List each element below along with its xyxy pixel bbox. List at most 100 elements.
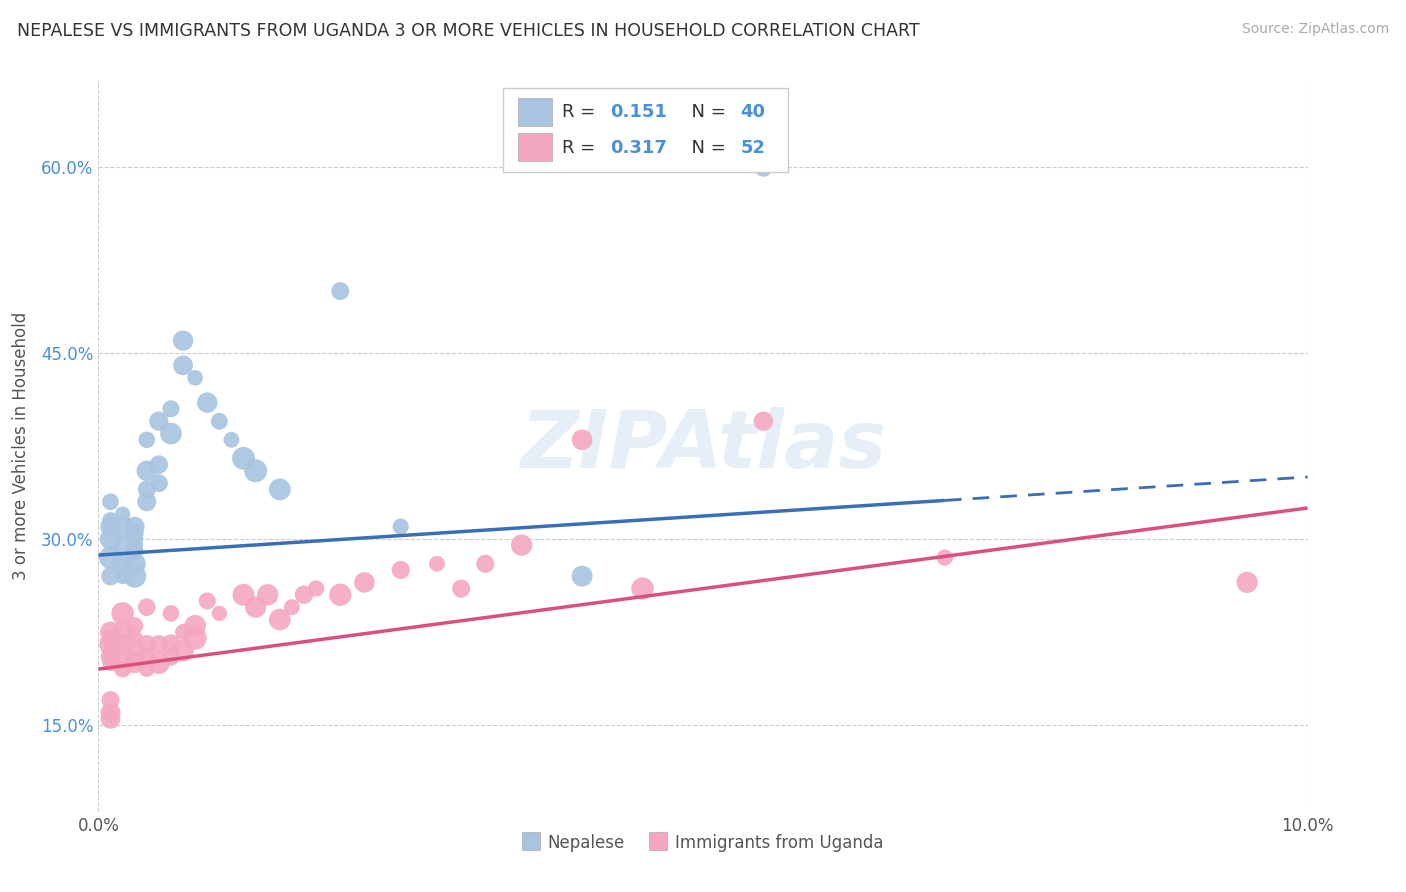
Point: [124, 643, 146, 657]
Point: [329, 588, 352, 602]
Point: [124, 569, 146, 583]
Point: [281, 600, 304, 615]
Point: [135, 600, 157, 615]
Point: [184, 619, 207, 633]
Point: [172, 624, 194, 639]
Point: [124, 538, 146, 552]
Point: [124, 557, 146, 571]
Text: 40: 40: [741, 103, 765, 120]
Point: [1236, 575, 1258, 590]
Point: [100, 631, 122, 645]
Point: [195, 594, 218, 608]
Point: [111, 607, 134, 621]
Point: [100, 550, 122, 565]
Point: [111, 649, 134, 664]
Point: [571, 433, 593, 447]
Point: [292, 588, 315, 602]
Point: [631, 582, 654, 596]
Y-axis label: 3 or more Vehicles in Household: 3 or more Vehicles in Household: [11, 312, 30, 580]
Point: [148, 458, 170, 472]
Point: [124, 544, 146, 558]
Point: [100, 637, 122, 651]
Text: 0.317: 0.317: [610, 139, 666, 157]
Point: [172, 334, 194, 348]
Point: [100, 495, 122, 509]
Point: [111, 507, 134, 521]
Point: [450, 582, 472, 596]
Point: [353, 575, 375, 590]
Point: [426, 557, 449, 571]
Point: [124, 656, 146, 670]
Point: [172, 643, 194, 657]
Point: [232, 451, 254, 466]
Point: [135, 483, 157, 497]
Point: [305, 582, 328, 596]
Text: N =: N =: [681, 103, 731, 120]
Point: [245, 600, 267, 615]
Point: [245, 464, 267, 478]
Text: 52: 52: [741, 139, 765, 157]
FancyBboxPatch shape: [517, 133, 553, 161]
Point: [208, 414, 231, 428]
Text: NEPALESE VS IMMIGRANTS FROM UGANDA 3 OR MORE VEHICLES IN HOUSEHOLD CORRELATION C: NEPALESE VS IMMIGRANTS FROM UGANDA 3 OR …: [17, 22, 920, 40]
Point: [184, 631, 207, 645]
Point: [111, 538, 134, 552]
Point: [269, 483, 291, 497]
Point: [135, 495, 157, 509]
Point: [148, 637, 170, 651]
Point: [100, 656, 122, 670]
Point: [160, 426, 183, 441]
Point: [135, 637, 157, 651]
Point: [124, 631, 146, 645]
FancyBboxPatch shape: [517, 98, 553, 126]
Point: [208, 607, 231, 621]
Point: [100, 513, 122, 527]
Point: [100, 649, 122, 664]
Point: [148, 476, 170, 491]
Point: [111, 557, 134, 571]
Point: [256, 588, 278, 602]
Point: [329, 284, 352, 298]
Legend: Nepalese, Immigrants from Uganda: Nepalese, Immigrants from Uganda: [516, 827, 890, 858]
Point: [571, 569, 593, 583]
Point: [124, 525, 146, 540]
Text: N =: N =: [681, 139, 731, 157]
Point: [232, 588, 254, 602]
Point: [172, 359, 194, 373]
Point: [160, 607, 183, 621]
Text: ZIPAtlas: ZIPAtlas: [520, 407, 886, 485]
Point: [100, 519, 122, 533]
Point: [269, 613, 291, 627]
Point: [160, 649, 183, 664]
Point: [111, 624, 134, 639]
Point: [934, 550, 956, 565]
Point: [124, 519, 146, 533]
Point: [752, 160, 775, 174]
Point: [184, 371, 207, 385]
Point: [474, 557, 496, 571]
Point: [124, 619, 146, 633]
Point: [160, 401, 183, 416]
FancyBboxPatch shape: [503, 87, 787, 171]
Text: R =: R =: [561, 103, 600, 120]
Point: [100, 712, 122, 726]
Point: [100, 532, 122, 546]
Point: [148, 656, 170, 670]
Point: [135, 464, 157, 478]
Point: [124, 532, 146, 546]
Point: [752, 414, 775, 428]
Point: [221, 433, 243, 447]
Point: [111, 637, 134, 651]
Text: R =: R =: [561, 139, 600, 157]
Text: Source: ZipAtlas.com: Source: ZipAtlas.com: [1241, 22, 1389, 37]
Point: [100, 706, 122, 720]
Point: [135, 649, 157, 664]
Point: [111, 662, 134, 676]
Point: [389, 563, 412, 577]
Point: [111, 569, 134, 583]
Point: [135, 662, 157, 676]
Text: 0.151: 0.151: [610, 103, 666, 120]
Point: [135, 433, 157, 447]
Point: [389, 519, 412, 533]
Point: [100, 693, 122, 707]
